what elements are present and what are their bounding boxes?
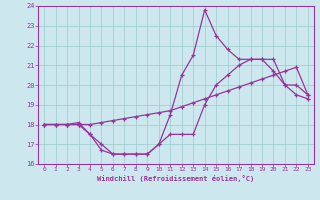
X-axis label: Windchill (Refroidissement éolien,°C): Windchill (Refroidissement éolien,°C) (97, 175, 255, 182)
